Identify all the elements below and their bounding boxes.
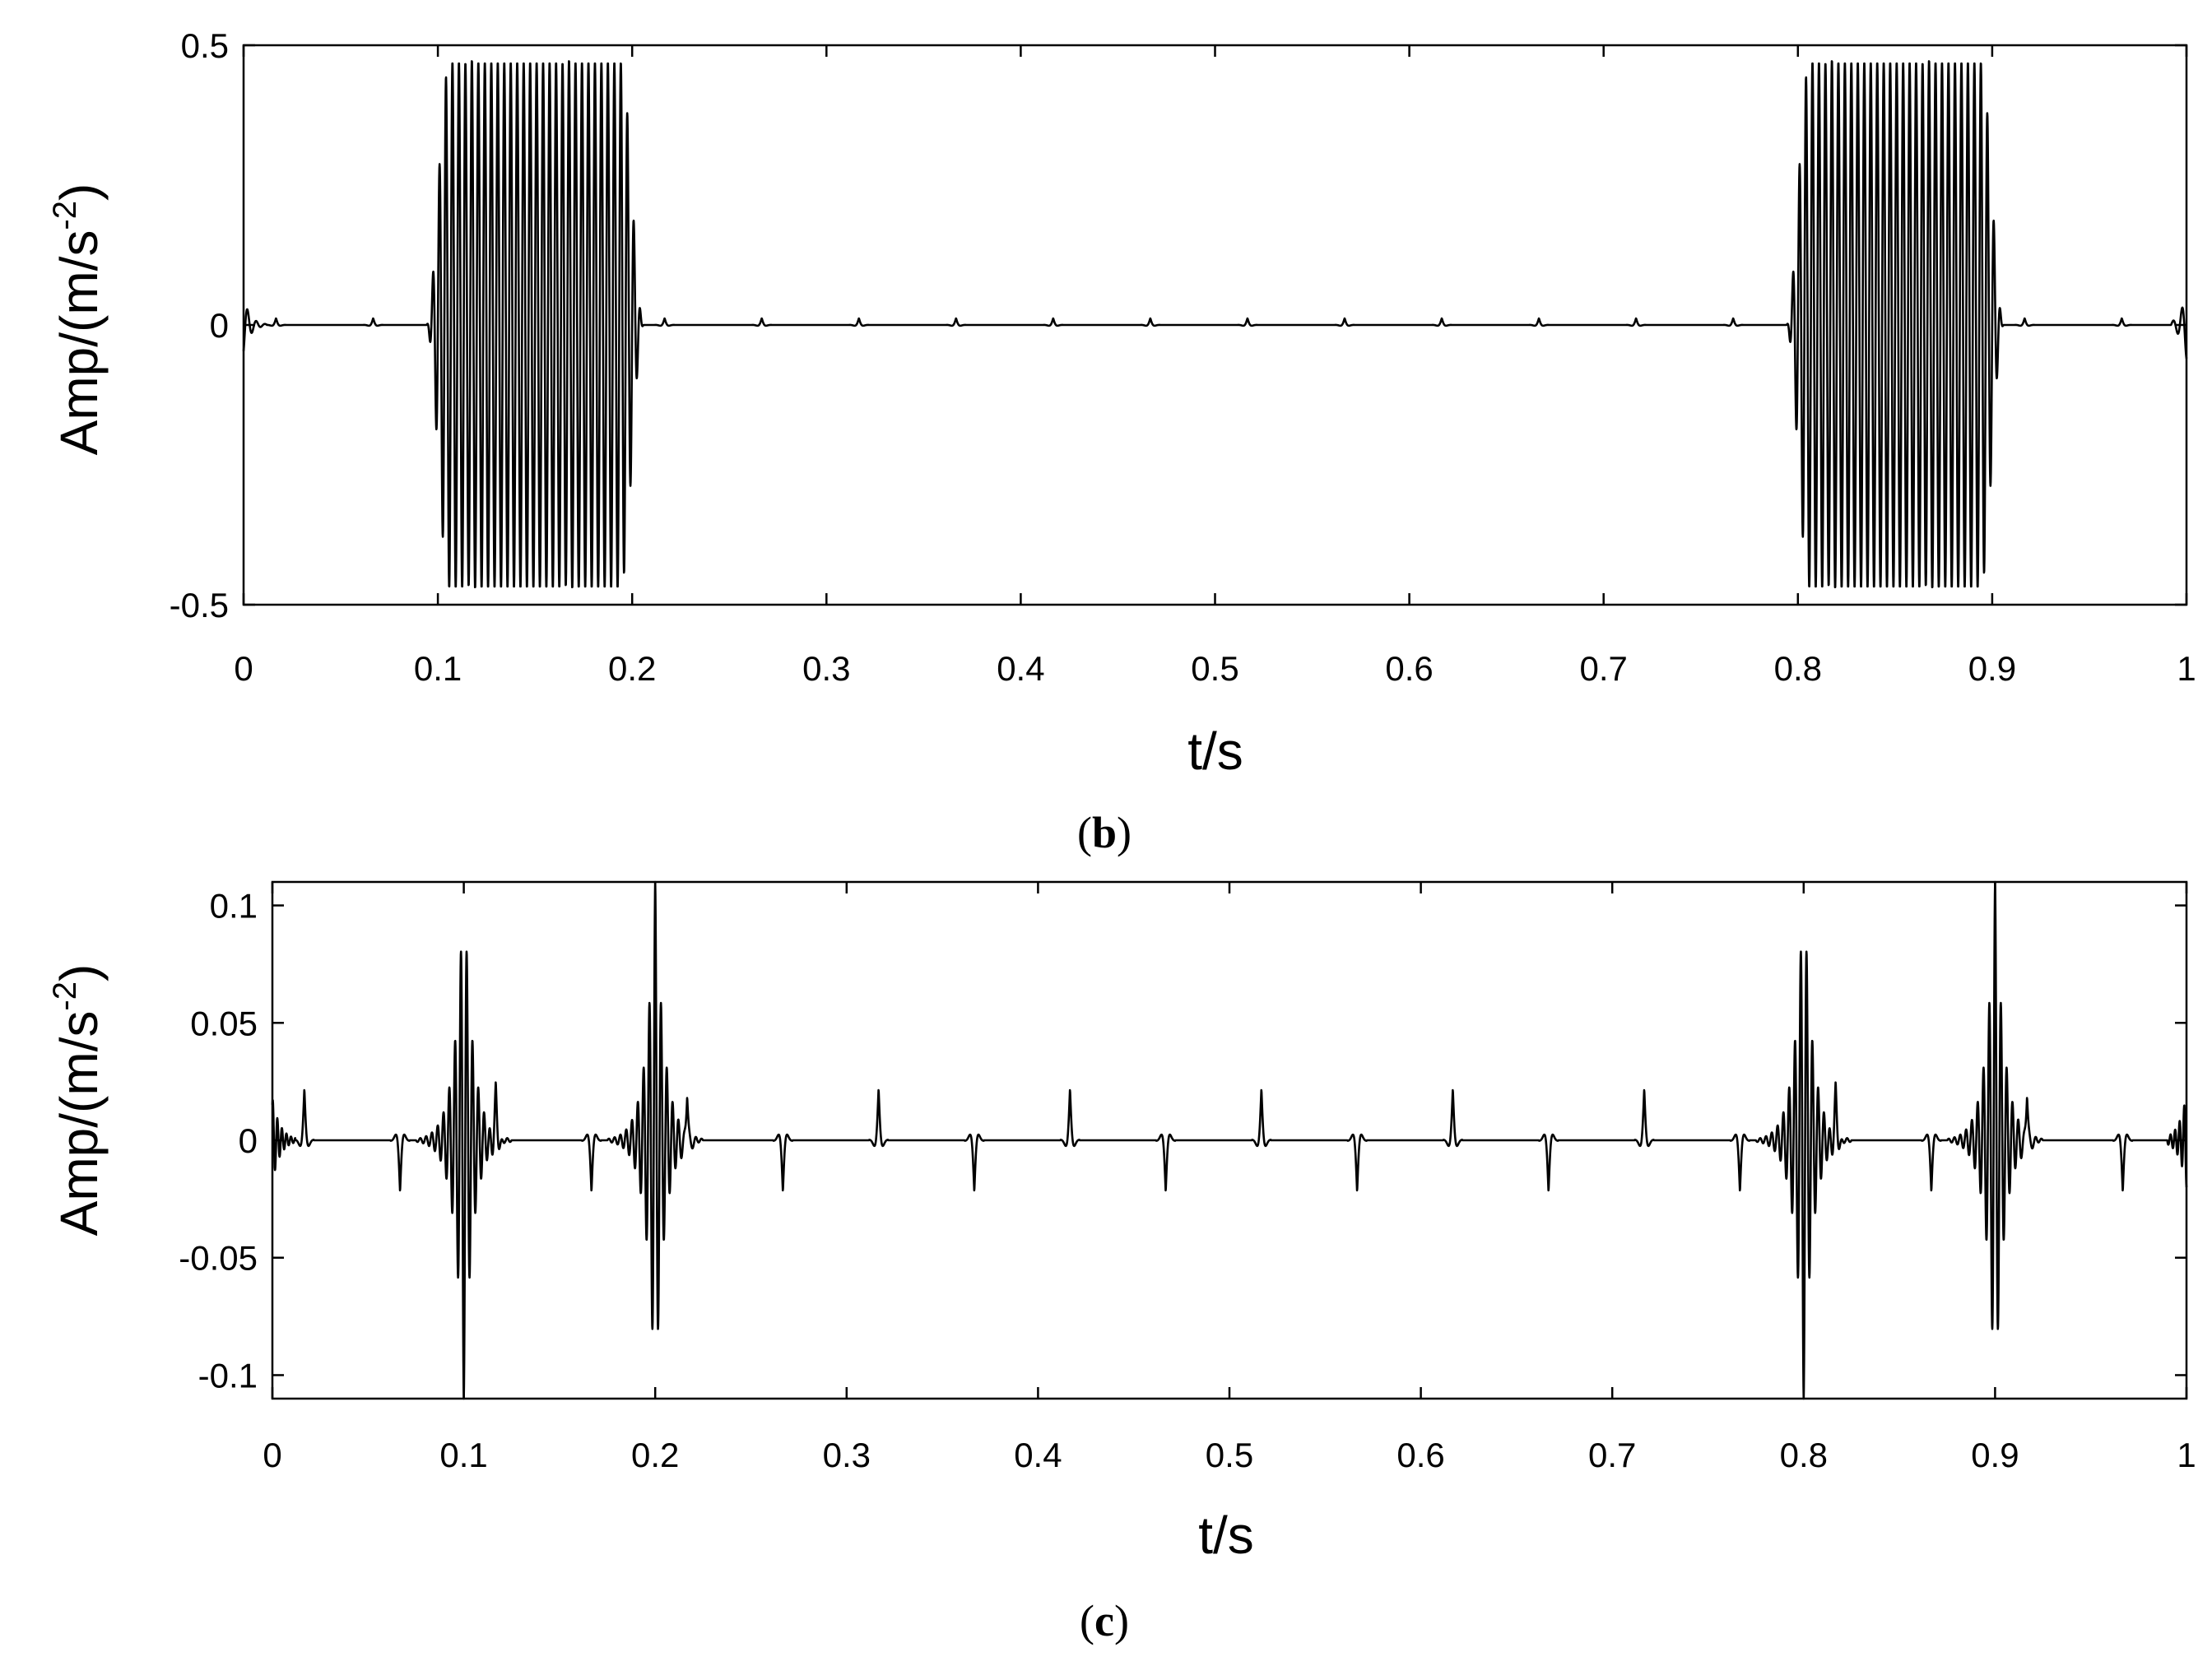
panel-c-y-tick-label: 0 [239, 1121, 258, 1160]
panel-b-plot-area: 0 0.1 0.2 0.3 0.4 0.5 0.6 0.7 0.8 0.9 1-0.500.5 [170, 26, 2196, 688]
panel-c-caption-close: ) [1114, 1596, 1129, 1645]
panel-b-y-tick-label: -0.5 [170, 586, 229, 624]
panel-c-x-tick-label: 0.1 [439, 1436, 487, 1474]
panel-b-y-axis-label-base: Amp/(m/s [49, 230, 109, 456]
panel-c-y-axis-label: Amp/(m/s-2) [47, 964, 109, 1237]
panel-c-y-tick-label: -0.1 [198, 1356, 258, 1395]
panel-b-x-axis-label: t/s [1187, 722, 1243, 781]
panel-c-x-tick-label: 0.3 [823, 1436, 871, 1474]
panel-b-y-axis-label-tail: ) [49, 183, 109, 201]
panel-c-y-tick-label: 0.1 [210, 887, 258, 926]
panel-c-series-line [271, 880, 2188, 1400]
panel-c-x-tick-label: 0.9 [1971, 1436, 2019, 1474]
panel-b-y-tick-label: 0.5 [181, 26, 229, 65]
panel-c-plot-area: 0 0.1 0.2 0.3 0.4 0.5 0.6 0.7 0.8 0.9 1 -0.1 -0.05 0 0… [179, 880, 2196, 1474]
panel-c-x-tick-label: 0.6 [1396, 1436, 1444, 1474]
panel-b-y-axis-label-sup: -2 [47, 201, 83, 230]
panel-c-x-tick-label: 0.8 [1780, 1436, 1828, 1474]
panel-c-y-tick-label: 0.05 [190, 1004, 258, 1042]
panel-b-x-tick-label: 0.1 [414, 649, 462, 688]
panel-b-y-axis-label: Amp/(m/s-2) [47, 183, 109, 456]
panel-b-x-tick-label: 0.7 [1580, 649, 1628, 688]
panel-c-x-tick-label: 0 [263, 1436, 281, 1474]
panel-b-x-tick-label: 0.4 [997, 649, 1044, 688]
panel-b-x-tick-label: 0.3 [802, 649, 850, 688]
panel-b-x-tick-label: 0.9 [1968, 649, 2016, 688]
panel-c-x-tick-label: 0.7 [1588, 1436, 1636, 1474]
panel-c-x-tick-label: 0.5 [1206, 1436, 1253, 1474]
panel-c-caption-letter: c [1094, 1596, 1114, 1645]
panel-c-caption-open: ( [1080, 1596, 1094, 1645]
panel-c-x-tick-label: 0.4 [1014, 1436, 1062, 1474]
panel-c-caption: (c) [1080, 1596, 1129, 1645]
panel-b-caption: (b) [1077, 808, 1132, 857]
panel-c-y-axis-label-sup: -2 [47, 982, 83, 1011]
panel-b-x-tick-label: 0.6 [1385, 649, 1433, 688]
panel-b-x-tick-label: 0 [234, 649, 253, 688]
panel-c-y-axis-label-base: Amp/(m/s [49, 1011, 109, 1237]
panel-b-caption-close: ) [1117, 808, 1132, 857]
panel-b-x-tick-label: 0.2 [608, 649, 656, 688]
panel-c-y-tick-label: -0.05 [179, 1239, 258, 1278]
panel-b-x-tick-label: 1 [2177, 649, 2196, 688]
panel-c-x-tick-label: 0.2 [631, 1436, 679, 1474]
panel-c-x-tick-label: 1 [2177, 1436, 2196, 1474]
panel-c-x-axis-label: t/s [1198, 1506, 1254, 1565]
panel-b-y-tick-label: 0 [210, 306, 229, 345]
panel-b-caption-letter: b [1092, 808, 1117, 857]
panel-c-y-axis-label-tail: ) [49, 964, 109, 982]
panel-b-chart: 0 0.1 0.2 0.3 0.4 0.5 0.6 0.7 0.8 0.9 1-0.500.5 t/… [47, 26, 2196, 857]
panel-c-chart: 0 0.1 0.2 0.3 0.4 0.5 0.6 0.7 0.8 0.9 1 -0.1 -0.05 0 0… [47, 880, 2196, 1645]
panel-b-x-tick-label: 0.5 [1191, 649, 1238, 688]
panel-b-x-tick-label: 0.8 [1774, 649, 1822, 688]
panel-b-caption-open: ( [1077, 808, 1092, 857]
panel-b-series-line [242, 60, 2188, 588]
